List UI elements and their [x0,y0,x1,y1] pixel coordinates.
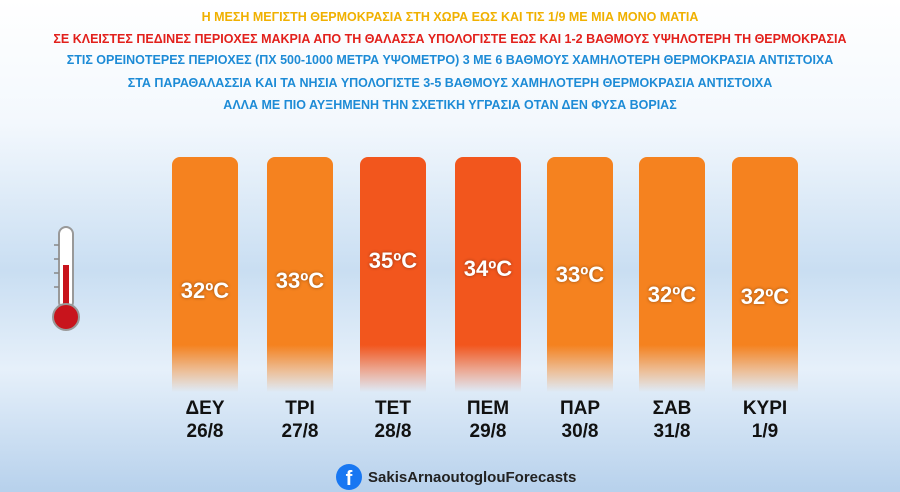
day-date: 30/8 [561,421,599,442]
thermometer-icon [52,226,80,331]
day-bar [639,157,705,392]
day-date: 31/8 [653,421,691,442]
temperature: 35ºC [368,248,418,273]
day-name: ΠΑΡ [559,398,601,419]
day-name: ΤΕΤ [375,398,411,419]
day-bar [172,157,238,392]
day-bar [732,157,798,392]
day-name: ΔΕΥ [185,398,225,419]
day-name: ΚΥΡΙ [742,398,788,419]
day-name: ΤΡΙ [285,398,315,419]
footer: f SakisArnaoutoglouForecasts [336,464,576,490]
day-bar [547,157,613,392]
facebook-icon: f [336,464,362,490]
temperature: 33ºC [275,268,325,293]
day-bar [455,157,521,392]
day-date: 28/8 [374,421,412,442]
day-name: ΣΑΒ [652,398,692,419]
headline: ΑΛΛΑ ΜΕ ΠΙΟ ΑΥΞΗΜΕΝΗ ΤΗΝ ΣΧΕΤΙΚΗ ΥΓΡΑΣΙΑ… [223,98,677,112]
temperature: 33ºC [555,262,605,287]
day-date: 27/8 [281,421,319,442]
temperature: 34ºC [463,256,513,281]
brand: SakisArnaoutoglouForecasts [368,468,577,486]
day-bar [267,157,333,392]
day-name: ΠΕΜ [466,398,510,419]
temperature: 32ºC [740,284,790,309]
day-date: 1/9 [751,421,779,442]
headline: ΣΕ ΚΛΕΙΣΤΕΣ ΠΕΔΙΝΕΣ ΠΕΡΙΟΧΕΣ ΜΑΚΡΙΑ ΑΠΟ … [53,32,847,46]
headline: Η ΜΕΣΗ ΜΕΓΙΣΤΗ ΘΕΡΜΟΚΡΑΣΙΑ ΣΤΗ ΧΩΡΑ ΕΩΣ … [201,10,699,24]
temperature: 32ºC [647,282,697,307]
headline: ΣΤΙΣ ΟΡΕΙΝΟΤΕΡΕΣ ΠΕΡΙΟΧΕΣ (ΠΧ 500-1000 Μ… [66,53,834,67]
temperature: 32ºC [180,278,230,303]
headline: ΣΤΑ ΠΑΡΑΘΑΛΑΣΣΙΑ ΚΑΙ ΤΑ ΝΗΣΙΑ ΥΠΟΛΟΓΙΣΤΕ… [127,76,773,90]
day-bar [360,157,426,392]
day-date: 29/8 [469,421,507,442]
day-date: 26/8 [186,421,224,442]
